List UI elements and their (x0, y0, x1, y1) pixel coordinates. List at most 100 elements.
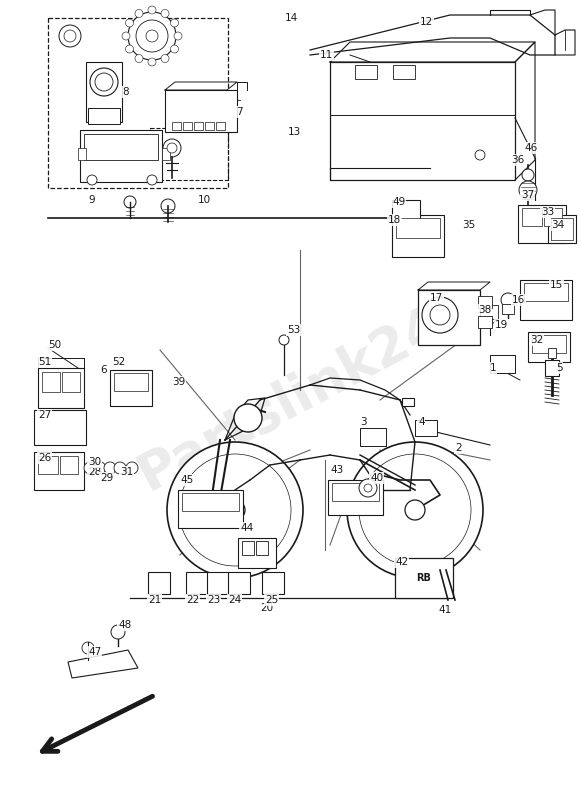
Circle shape (364, 484, 372, 492)
Bar (355, 65, 377, 79)
Bar (548, 348, 556, 358)
Circle shape (475, 150, 485, 160)
Text: 32: 32 (530, 335, 543, 345)
Circle shape (148, 58, 156, 66)
Circle shape (161, 199, 175, 213)
Text: 14: 14 (285, 13, 298, 23)
Text: 10: 10 (198, 195, 211, 205)
Circle shape (161, 54, 169, 62)
Circle shape (84, 462, 96, 474)
Bar (48, 18, 228, 188)
Circle shape (148, 6, 156, 14)
Circle shape (422, 297, 458, 333)
Bar (262, 572, 284, 594)
Circle shape (87, 175, 97, 185)
Circle shape (128, 12, 176, 60)
Text: 34: 34 (551, 220, 565, 230)
Circle shape (126, 19, 134, 27)
Bar (478, 316, 492, 328)
Text: 33: 33 (541, 207, 554, 217)
Circle shape (167, 143, 177, 153)
Text: 37: 37 (521, 190, 534, 200)
Bar (242, 541, 254, 555)
Bar (148, 572, 170, 594)
Text: 21: 21 (148, 595, 161, 605)
Circle shape (111, 625, 125, 639)
Text: 20: 20 (260, 603, 273, 613)
Bar (150, 128, 228, 180)
Text: 30: 30 (88, 457, 101, 467)
Text: 19: 19 (495, 320, 508, 330)
Circle shape (122, 32, 130, 40)
Bar (402, 398, 414, 406)
Bar (544, 208, 562, 226)
Bar (524, 283, 568, 301)
Text: 51: 51 (38, 357, 52, 367)
Text: 43: 43 (330, 465, 343, 475)
Circle shape (279, 335, 289, 345)
Bar (182, 493, 239, 511)
Bar (205, 122, 214, 130)
Text: 22: 22 (186, 595, 199, 605)
Circle shape (90, 68, 118, 96)
Text: 27: 27 (38, 410, 52, 420)
Bar (78, 148, 86, 160)
Circle shape (519, 181, 537, 199)
Text: 42: 42 (395, 557, 408, 567)
Bar (216, 122, 225, 130)
Text: 41: 41 (438, 605, 451, 615)
Bar (395, 558, 453, 598)
Bar (532, 335, 566, 353)
Circle shape (146, 30, 158, 42)
Bar (62, 372, 80, 392)
Text: 12: 12 (420, 17, 433, 27)
Bar (328, 480, 383, 515)
Text: 23: 23 (207, 595, 220, 605)
Bar (165, 90, 237, 132)
Text: 48: 48 (118, 620, 131, 630)
Bar (194, 122, 203, 130)
Bar (392, 215, 444, 257)
Text: 11: 11 (320, 50, 334, 60)
Circle shape (171, 45, 178, 53)
Text: 24: 24 (228, 595, 241, 605)
Circle shape (225, 500, 245, 520)
Circle shape (147, 175, 157, 185)
Bar (478, 296, 492, 308)
Text: 47: 47 (88, 647, 101, 657)
Bar (38, 368, 84, 408)
Text: 28: 28 (88, 467, 101, 477)
Text: Partslink24: Partslink24 (129, 298, 451, 502)
Bar (518, 205, 566, 243)
Text: 38: 38 (478, 305, 491, 315)
Circle shape (136, 20, 168, 52)
Circle shape (430, 305, 450, 325)
Text: 15: 15 (550, 280, 563, 290)
Bar (396, 218, 440, 238)
Text: 2: 2 (455, 443, 461, 453)
Circle shape (522, 169, 534, 181)
Circle shape (161, 10, 169, 18)
Text: RB: RB (416, 573, 431, 583)
Bar (172, 122, 181, 130)
Text: 6: 6 (100, 365, 107, 375)
Circle shape (114, 462, 126, 474)
Circle shape (501, 293, 515, 307)
Bar (256, 541, 268, 555)
Circle shape (163, 139, 181, 157)
Text: 36: 36 (511, 155, 524, 165)
Circle shape (126, 45, 134, 53)
Text: 53: 53 (287, 325, 301, 335)
Bar (183, 122, 192, 130)
Text: 35: 35 (462, 220, 475, 230)
Text: 52: 52 (112, 357, 125, 367)
Text: 45: 45 (180, 475, 193, 485)
Bar (415, 420, 437, 436)
Bar (393, 65, 415, 79)
Circle shape (104, 462, 116, 474)
Circle shape (174, 32, 182, 40)
Text: 7: 7 (236, 107, 243, 117)
Text: 46: 46 (524, 143, 537, 153)
Circle shape (94, 462, 106, 474)
Bar (228, 572, 250, 594)
